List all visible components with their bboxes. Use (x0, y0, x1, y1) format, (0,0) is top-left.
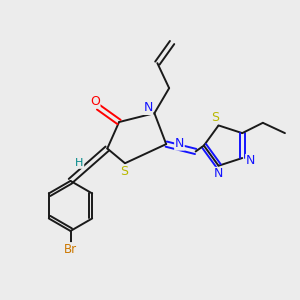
Text: N: N (246, 154, 255, 167)
Text: N: N (175, 137, 184, 150)
Text: S: S (212, 111, 220, 124)
Text: H: H (75, 158, 84, 168)
Text: S: S (120, 165, 128, 178)
Text: N: N (143, 101, 153, 114)
Text: O: O (90, 95, 100, 108)
Text: Br: Br (64, 243, 77, 256)
Text: N: N (214, 167, 223, 181)
